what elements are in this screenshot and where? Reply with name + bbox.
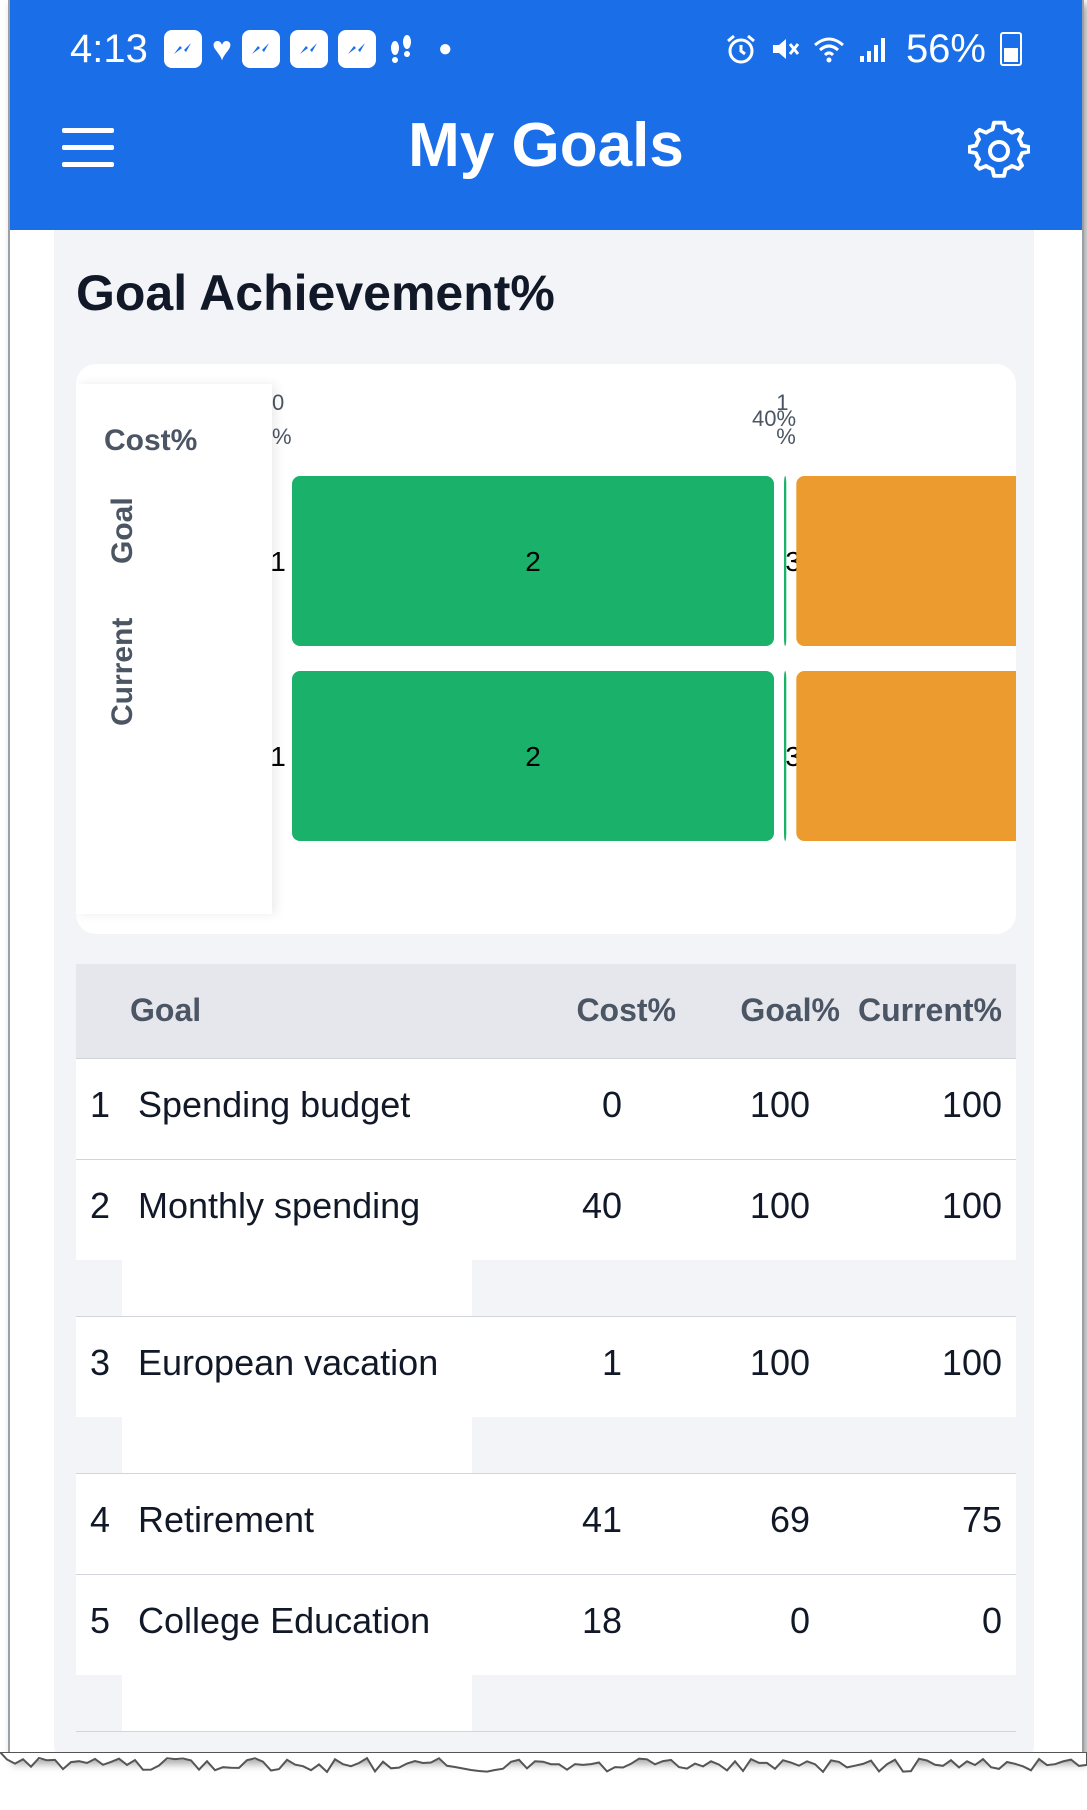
bar-segment-goal-4[interactable]	[796, 476, 1016, 646]
heart-icon: ♥	[211, 30, 233, 68]
row-goal-bg	[122, 1260, 472, 1316]
row-band	[76, 1160, 1016, 1260]
bar-segment-current-3[interactable]	[784, 671, 787, 841]
battery-icon	[1000, 32, 1022, 66]
axis-tick-label: 1	[776, 390, 788, 415]
row-cost: 40	[581, 1185, 622, 1226]
bar-segment-label: 2	[525, 741, 541, 772]
legend-cost-label: Cost%	[104, 424, 198, 457]
row-goal-name: Spending budget	[138, 1084, 411, 1125]
table-row[interactable]: 3 European vacation 1 100 100	[76, 1317, 1016, 1474]
menu-icon[interactable]	[62, 128, 114, 172]
axis-tick-label: 0	[272, 390, 284, 415]
table-header: Goal Cost% Goal% Current%	[76, 964, 1016, 1059]
goal-achievement-card: Goal Achievement% 0% 40% 1% 1 2 3 1 2 3 Cost% Go…	[54, 230, 1034, 1760]
row-current-pct: 75	[961, 1499, 1002, 1540]
row-current-pct: 100	[941, 1084, 1002, 1125]
table-row[interactable]: 4 Retirement 41 69 75	[76, 1474, 1016, 1575]
row-number: 3	[90, 1342, 111, 1383]
table-body: 1 Spending budget 0 100 100 2 Monthly spending…	[76, 1059, 1016, 1732]
table-row[interactable]: 1 Spending budget 0 100 100	[76, 1059, 1016, 1160]
messenger-icon	[242, 30, 281, 68]
header-goal-pct[interactable]: Goal%	[740, 992, 840, 1028]
row-goal-name: College Education	[138, 1600, 431, 1641]
row-cost: 41	[581, 1499, 622, 1540]
bar-segment-label: 1	[270, 741, 286, 772]
row-current-pct: 0	[981, 1600, 1002, 1641]
battery-percent: 56%	[905, 26, 986, 71]
bar-segment-goal-3[interactable]	[784, 476, 787, 646]
table-row[interactable]: 5 College Education 18 0 0	[76, 1575, 1016, 1732]
messenger-icon	[290, 30, 329, 68]
torn-edge	[0, 1752, 1087, 1774]
row-cost: 1	[601, 1342, 622, 1383]
row-number: 1	[90, 1084, 111, 1125]
header-current[interactable]: Current%	[857, 992, 1002, 1028]
row-number: 2	[90, 1185, 111, 1226]
wifi-icon	[813, 37, 844, 63]
table-row[interactable]: 2 Monthly spending 40 100 100	[76, 1160, 1016, 1317]
messenger-icon	[163, 30, 202, 68]
legend-current-label: Current	[106, 617, 139, 726]
row-band	[76, 1317, 1016, 1417]
bar-segment-current-2[interactable]	[292, 671, 774, 841]
row-goal-bg	[122, 1675, 472, 1731]
app-bar: My Goals	[10, 96, 1082, 206]
messenger-icon	[338, 30, 377, 68]
header-goal[interactable]: Goal	[130, 992, 202, 1028]
legend-goal-label: Goal	[106, 497, 139, 564]
row-goal-bg	[122, 1417, 472, 1473]
row-goal-pct: 100	[749, 1342, 810, 1383]
row-goal-pct: 100	[749, 1084, 810, 1125]
bar-segment-label: 2	[525, 546, 541, 577]
row-goal-name: Monthly spending	[138, 1185, 421, 1226]
bar-segment-goal-2[interactable]	[292, 476, 774, 646]
row-number: 5	[90, 1600, 111, 1641]
row-goal-pct: 100	[749, 1185, 810, 1226]
gear-icon[interactable]	[968, 120, 1030, 182]
row-cost: 18	[581, 1600, 622, 1641]
row-current-pct: 100	[941, 1342, 1002, 1383]
mute-icon	[772, 39, 800, 59]
row-number: 4	[90, 1499, 111, 1540]
row-goal-pct: 0	[789, 1600, 810, 1641]
top-bar: 4:13 ♥ ● 56% My Goals	[10, 0, 1082, 230]
axis-tick-label: 40%	[752, 406, 796, 431]
goals-table: Goal Cost% Goal% Current% 1 Spending budg…	[76, 964, 1016, 1732]
row-goal-name: Retirement	[138, 1499, 315, 1540]
row-goal-name: European vacation	[138, 1342, 439, 1383]
row-goal-pct: 69	[769, 1499, 810, 1540]
chart-canvas: 0%40%1%1 2 31 2 3	[270, 390, 1016, 841]
status-bar: 4:13 ♥ ● 56%	[70, 24, 1022, 74]
header-cost[interactable]: Cost%	[576, 992, 676, 1028]
bar-segment-current-4[interactable]	[796, 671, 1016, 841]
phone-screen: 4:13 ♥ ● 56% My Goals	[8, 0, 1084, 1760]
chart-legend: Cost% Goal Current	[76, 384, 272, 914]
row-cost: 0	[601, 1084, 622, 1125]
status-left: 4:13 ♥ ●	[70, 27, 453, 72]
axis-tick-unit: %	[776, 424, 796, 449]
signal-icon	[859, 38, 885, 62]
footsteps-icon	[391, 35, 412, 63]
page-title: My Goals	[408, 111, 684, 180]
bar-segment-label: 1	[270, 546, 286, 577]
status-right: 56%	[724, 27, 1022, 72]
section-title: Goal Achievement%	[76, 265, 555, 321]
axis-tick-unit: %	[272, 424, 292, 449]
alarm-icon	[726, 34, 755, 64]
row-current-pct: 100	[941, 1185, 1002, 1226]
dot-icon: ●	[438, 35, 453, 62]
goal-achievement-chart: 0% 40% 1% 1 2 3 1 2 3 Cost% Goal Current	[76, 364, 1016, 934]
row-band	[76, 1575, 1016, 1675]
status-time: 4:13	[70, 26, 148, 71]
